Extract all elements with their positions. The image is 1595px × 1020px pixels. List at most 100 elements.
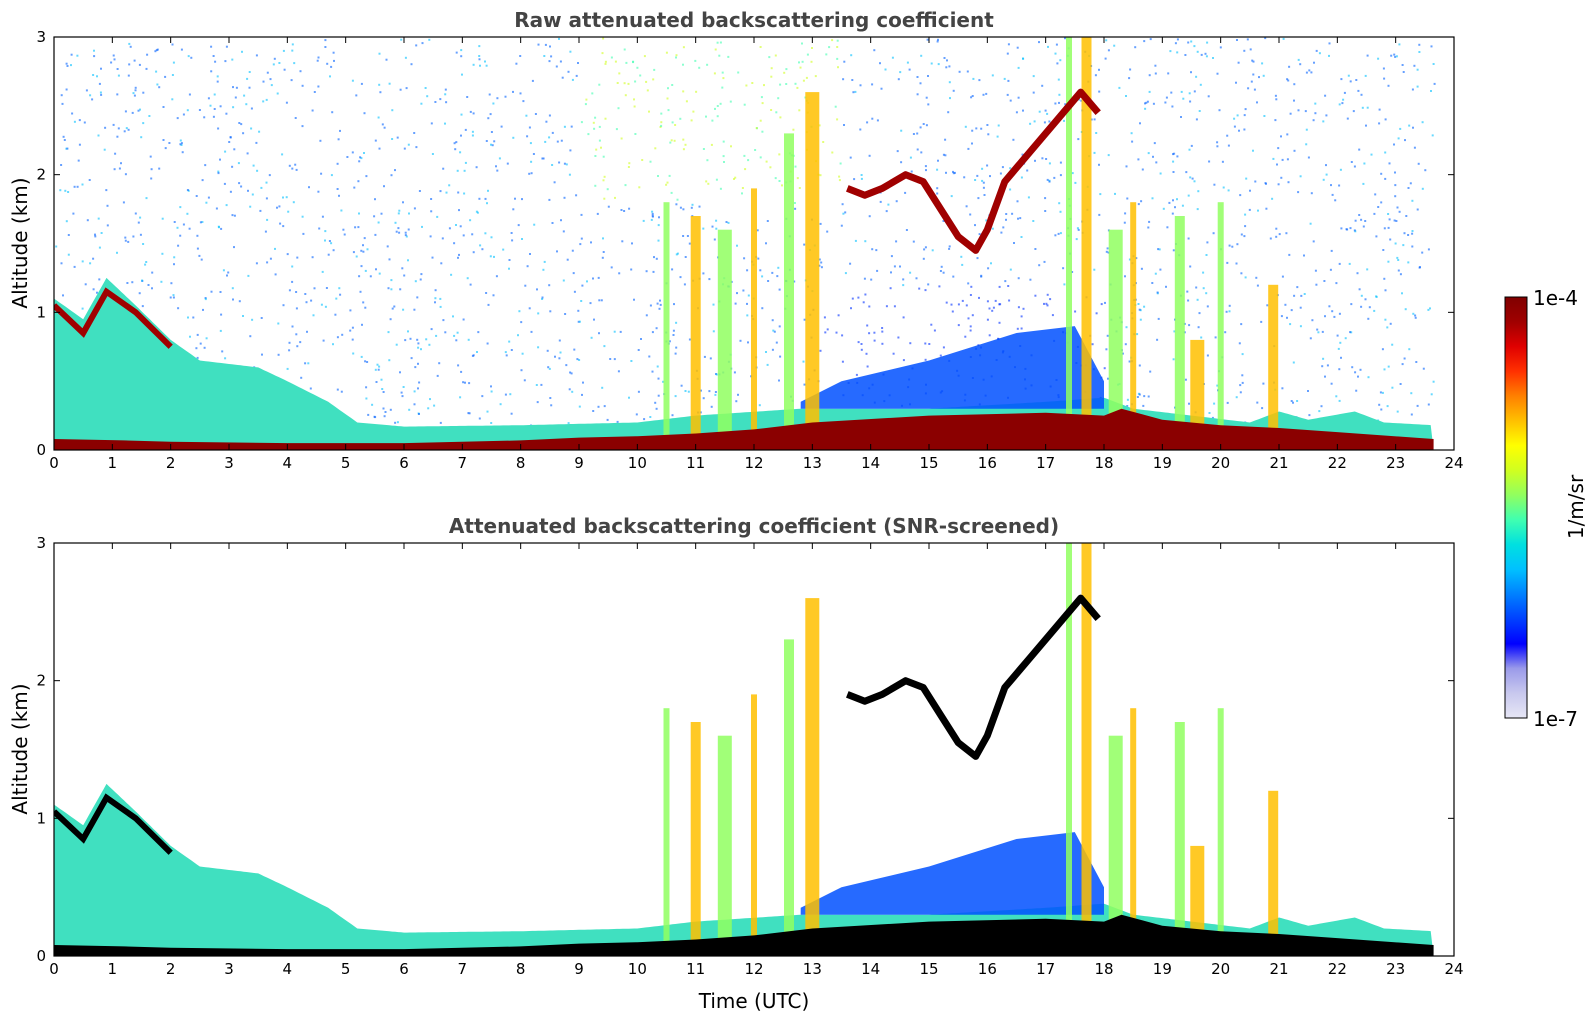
boundary-layer	[54, 277, 1434, 450]
x-tick-label: 19	[1153, 454, 1172, 472]
boundary-layer	[54, 783, 1434, 956]
x-tick-label: 23	[1386, 960, 1405, 978]
residual-layer	[54, 793, 173, 855]
panel1-x-ticks: 0 1 2 3 4 5 6 7 8 9 10 11 12 13 14 15 16 17 18 19 20 21 22 23 24	[49, 37, 1464, 472]
x-tick-label: 7	[458, 960, 468, 978]
x-tick-label: 0	[49, 454, 59, 472]
x-axis-label: Time (UTC)	[698, 989, 810, 1013]
x-tick-label: 4	[283, 960, 293, 978]
y-tick-label: 0	[36, 441, 46, 459]
x-tick-label: 12	[744, 454, 763, 472]
convective-column	[751, 188, 757, 450]
x-tick-label: 7	[458, 454, 468, 472]
y-tick-label: 0	[36, 947, 46, 965]
x-tick-label: 24	[1444, 960, 1463, 978]
x-tick-label: 4	[283, 454, 293, 472]
panel1-y-ticks: 0 1 2 3	[36, 28, 1454, 459]
x-tick-label: 22	[1328, 454, 1347, 472]
colorbar-max-label: 1e-4	[1533, 286, 1578, 310]
x-tick-label: 6	[399, 454, 409, 472]
x-tick-label: 23	[1386, 454, 1405, 472]
x-tick-label: 0	[49, 960, 59, 978]
convective-column	[1081, 543, 1092, 956]
convective-column	[1268, 284, 1279, 450]
x-tick-label: 13	[803, 454, 822, 472]
convective-column	[1174, 216, 1185, 450]
convective-column	[690, 722, 701, 956]
x-tick-label: 18	[1094, 454, 1113, 472]
y-tick-label: 1	[36, 809, 46, 827]
x-tick-label: 13	[803, 960, 822, 978]
x-tick-label: 24	[1444, 454, 1463, 472]
colorbar: 1e-4 1e-7 1/m/sr	[1504, 286, 1588, 731]
x-tick-label: 3	[224, 454, 234, 472]
residual-layer	[54, 287, 173, 349]
x-tick-label: 5	[341, 454, 351, 472]
x-tick-label: 3	[224, 960, 234, 978]
panel1-title: Raw attenuated backscattering coefficien…	[514, 8, 994, 32]
convective-column	[1108, 229, 1123, 450]
x-tick-label: 15	[919, 960, 938, 978]
x-tick-label: 2	[166, 454, 176, 472]
convective-column	[1108, 735, 1123, 956]
x-tick-label: 17	[1036, 454, 1055, 472]
y-tick-label: 1	[36, 303, 46, 321]
y-tick-label: 2	[36, 166, 46, 184]
convective-column	[1066, 543, 1072, 956]
aerosol-dome	[800, 326, 1104, 409]
panel2-y-ticks: 0 1 2 3	[36, 534, 1454, 965]
x-tick-label: 16	[978, 454, 997, 472]
convective-column	[690, 216, 701, 450]
x-tick-label: 1	[108, 960, 118, 978]
x-tick-label: 10	[628, 960, 647, 978]
convective-column	[1130, 708, 1137, 956]
panel2-x-ticks: 0 1 2 3 4 5 6 7 8 9 10 11 12 13 14 15 16 17 18 19 20 21 22 23 24	[49, 543, 1464, 978]
convective-column	[1268, 790, 1279, 956]
convective-column	[784, 133, 794, 450]
x-tick-label: 8	[516, 960, 526, 978]
convective-column	[1217, 708, 1224, 956]
x-tick-label: 9	[574, 454, 584, 472]
convective-column	[1190, 845, 1205, 956]
x-tick-label: 14	[861, 960, 880, 978]
x-tick-label: 12	[744, 960, 763, 978]
convective-column	[1217, 202, 1224, 450]
x-tick-label: 17	[1036, 960, 1055, 978]
convective-column	[1130, 202, 1137, 450]
colorbar-min-label: 1e-7	[1533, 707, 1578, 731]
colorbar-unit-label: 1/m/sr	[1564, 474, 1588, 539]
x-tick-label: 9	[574, 960, 584, 978]
x-tick-label: 21	[1269, 454, 1288, 472]
convective-column	[663, 202, 670, 450]
noise-speckle	[55, 37, 1436, 450]
convective-column	[717, 229, 732, 450]
x-tick-label: 20	[1211, 454, 1230, 472]
surface-layer	[54, 914, 1434, 956]
y-tick-label: 3	[36, 534, 46, 552]
convective-column	[1081, 37, 1092, 450]
aerosol-dome	[800, 832, 1104, 915]
panel1-y-axis-label: Altitude (km)	[8, 177, 32, 308]
x-tick-label: 1	[108, 454, 118, 472]
x-tick-label: 15	[919, 454, 938, 472]
convective-column	[784, 639, 794, 956]
panel2-title: Attenuated backscattering coefficient (S…	[449, 514, 1059, 538]
convective-column	[1066, 37, 1072, 450]
convective-column	[1190, 339, 1205, 450]
x-tick-label: 18	[1094, 960, 1113, 978]
colorbar-gradient	[1504, 296, 1528, 719]
x-tick-label: 8	[516, 454, 526, 472]
convective-column	[751, 694, 757, 956]
surface-layer	[54, 408, 1434, 450]
convective-column	[1174, 722, 1185, 956]
x-tick-label: 19	[1153, 960, 1172, 978]
y-tick-label: 2	[36, 672, 46, 690]
convective-column	[663, 708, 670, 956]
x-tick-label: 5	[341, 960, 351, 978]
x-tick-label: 11	[686, 960, 705, 978]
x-tick-label: 20	[1211, 960, 1230, 978]
panel1-plot-area	[54, 37, 1436, 450]
x-tick-label: 10	[628, 454, 647, 472]
x-tick-label: 16	[978, 960, 997, 978]
